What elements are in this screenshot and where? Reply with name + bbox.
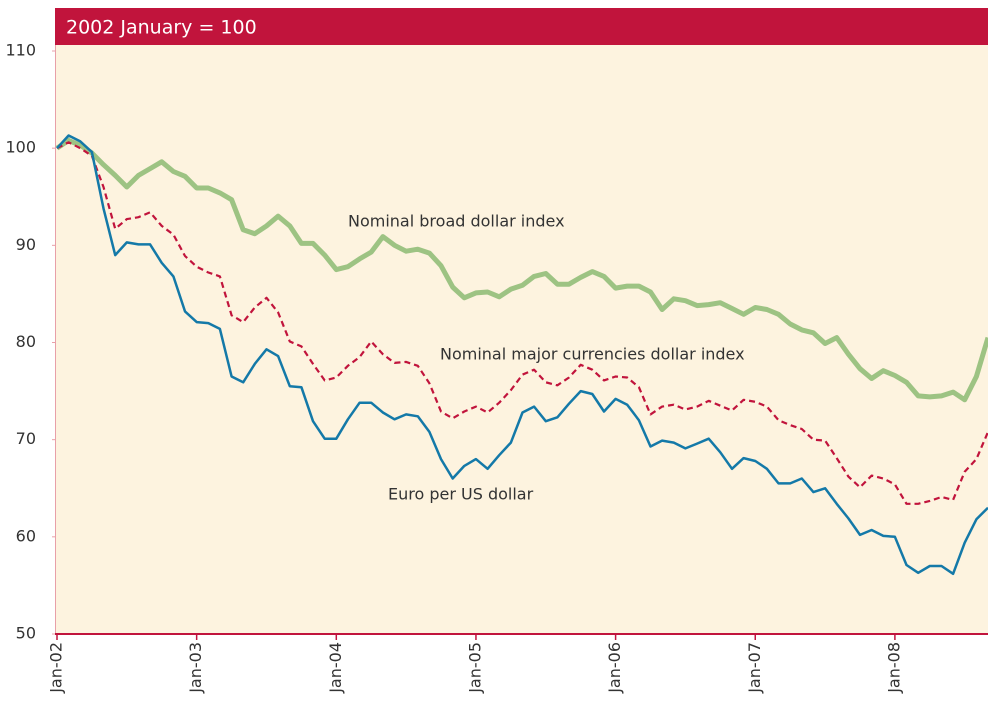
x-tick-label: Jan-05	[465, 642, 484, 694]
y-tick-label: 90	[16, 235, 36, 254]
y-tick-label: 60	[16, 526, 36, 545]
x-tick-label: Jan-07	[745, 642, 764, 694]
plot-area	[55, 45, 988, 634]
series-label: Euro per US dollar	[388, 485, 534, 504]
y-tick-label: 80	[16, 332, 36, 351]
series-line	[56, 134, 988, 576]
x-tick-label: Jan-06	[605, 642, 624, 694]
y-tick-label: 110	[5, 41, 36, 60]
series-label: Nominal major currencies dollar index	[440, 345, 745, 364]
y-tick-label: 70	[16, 429, 36, 448]
series-line	[56, 141, 988, 505]
x-tick-label: Jan-08	[884, 642, 903, 694]
title-bar	[55, 8, 988, 45]
chart-title: 2002 January = 100	[66, 17, 257, 39]
series-line	[55, 137, 988, 403]
y-tick-label: 100	[5, 138, 36, 157]
y-tick-label: 50	[16, 624, 36, 643]
x-tick-label: Jan-04	[326, 642, 345, 694]
x-tick-label: Jan-03	[186, 642, 205, 694]
series-label: Nominal broad dollar index	[348, 212, 565, 231]
x-tick-label: Jan-02	[47, 642, 66, 694]
